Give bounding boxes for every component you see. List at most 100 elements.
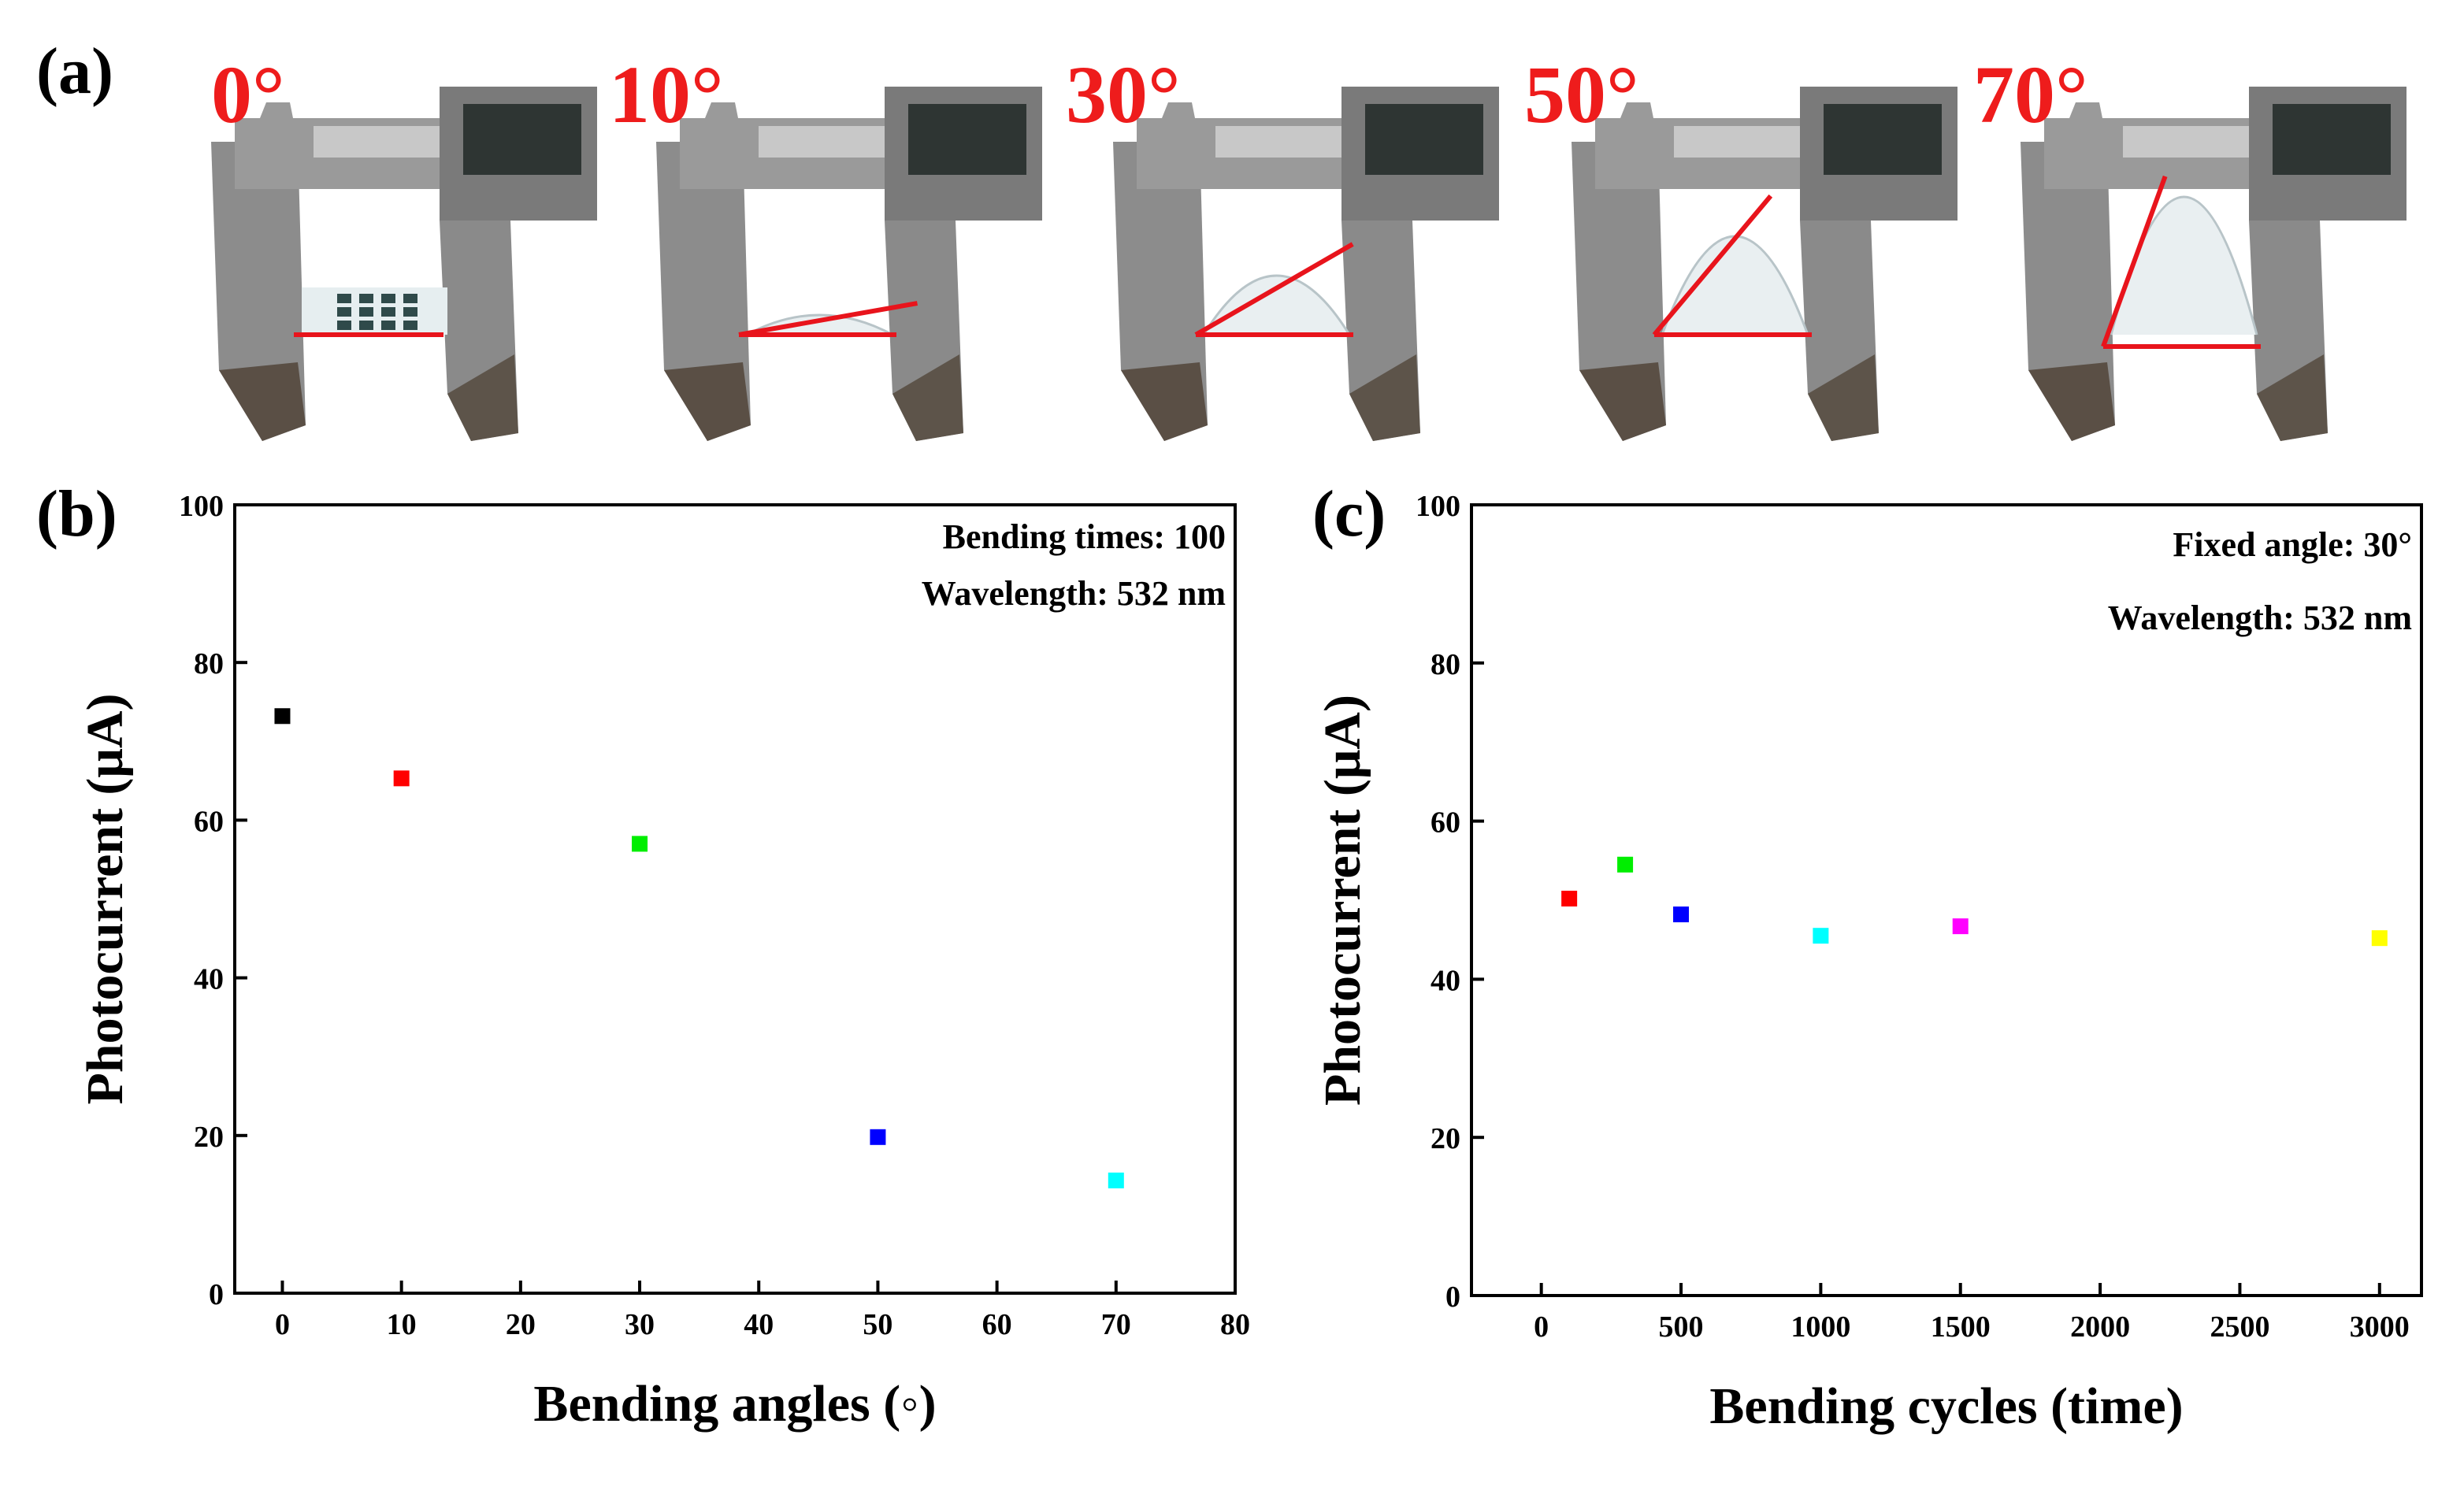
x-tick-label: 60 [982,1308,1012,1341]
angle-line [1652,194,1773,336]
data-point [1108,1172,1124,1188]
y-tick-label: 80 [1431,648,1460,681]
panel-a-label: (a) [36,35,113,108]
x-tick-label: 500 [1659,1310,1704,1344]
caliper-left-tip [1579,362,1666,441]
angle-label: 10° [609,50,724,140]
caliper-right-tip [1808,354,1879,441]
data-point [1673,906,1690,923]
x-tick-label: 40 [744,1308,774,1341]
annotation: Wavelength: 532 nm [2108,599,2412,637]
data-point [393,770,410,787]
y-axis-title: Photocurrent (μA) [76,694,134,1105]
y-axis-title: Photocurrent (μA) [1314,695,1371,1106]
caliper-photo-0: 0° [211,50,597,441]
caliper-photo-70: 70° [1973,50,2406,441]
angle-line [1194,242,1354,337]
x-tick-label: 0 [1534,1310,1549,1344]
data-point [1617,856,1634,873]
y-tick-label: 60 [1431,806,1460,840]
caliper-left-tip [2028,362,2115,441]
panel-label: (c) [1312,477,1386,551]
caliper-right-tip [2257,354,2328,441]
x-tick-label: 1500 [1931,1310,1991,1344]
flexible-film [1202,274,1351,336]
annotation: Wavelength: 532 nm [922,574,1226,613]
flexible-film [746,313,893,336]
angle-label: 0° [211,50,285,140]
y-tick-label: 0 [1445,1281,1460,1314]
caliper-right-tip [447,354,518,441]
plot-frame [1470,503,2423,1297]
flexible-film [1661,235,1809,336]
device-cell [381,294,395,303]
data-point [870,1129,886,1145]
caliper-upper-jaw [696,102,743,142]
caliper-left-tip [219,362,306,441]
caliper-lcd [2273,104,2391,175]
device-cell [359,294,373,303]
angle-label: 50° [1524,50,1639,140]
y-tick-label: 20 [194,1121,224,1154]
device-cell [381,321,395,330]
device-cell [403,294,417,303]
y-tick-label: 100 [1416,490,1460,523]
panel-label: (b) [36,477,117,551]
annotation: Bending times: 100 [943,517,1226,556]
caliper-upper-jaw [1611,102,1658,142]
angle-label: 30° [1066,50,1181,140]
device-cell [337,307,351,317]
caliper-upper-jaw [250,102,298,142]
caliper-photo-10: 10° [609,50,1042,441]
device-cell [359,307,373,317]
caliper-upper-jaw [1152,102,1200,142]
chart-bending-angles: (b) 0 20 40 60 80 100 0 10 20 30 40 50 60 70 80 Bending … [36,477,1250,1433]
device-cell [359,321,373,330]
annotation: Fixed angle: 30° [2173,525,2412,564]
caliper-lcd [1824,104,1942,175]
caliper-lcd [463,104,581,175]
data-point [274,708,291,725]
x-tick-label: 20 [506,1308,536,1341]
y-tick-label: 40 [1431,964,1460,997]
caliper-photo-30: 30° [1066,50,1499,441]
device-cell [337,321,351,330]
data-point [1952,918,1969,935]
x-tick-label: 0 [275,1308,290,1341]
angle-line [738,301,918,337]
x-tick-label: 30 [625,1308,655,1341]
x-tick-label: 2500 [2210,1310,2269,1344]
data-point [1561,890,1578,906]
caliper-left-tip [664,362,751,441]
device-cell [337,294,351,303]
photo-strip: 0° 10° 30° 50° 70° [211,50,2406,441]
caliper-lcd [908,104,1026,175]
angle-label: 70° [1973,50,2088,140]
x-tick-label: 80 [1220,1308,1250,1341]
x-axis-title: Bending angles (◦) [533,1375,936,1433]
data-point [2371,930,2388,947]
plot-frame [233,503,1237,1295]
angle-line [2101,175,2168,348]
x-tick-label: 1000 [1790,1310,1850,1344]
device-cell [403,307,417,317]
x-tick-label: 2000 [2070,1310,2130,1344]
caliper-photo-50: 50° [1524,50,1957,441]
caliper-right-tip [892,354,963,441]
y-tick-label: 60 [194,805,224,838]
x-tick-label: 10 [387,1308,417,1341]
flexible-film [302,287,447,335]
device-cell [403,321,417,330]
y-tick-label: 0 [209,1278,224,1311]
x-tick-label: 70 [1101,1308,1131,1341]
y-tick-label: 100 [179,490,224,523]
x-tick-label: 3000 [2350,1310,2410,1344]
data-point [632,836,648,852]
device-cell [381,307,395,317]
x-tick-label: 50 [863,1308,892,1341]
x-axis-title: Bending cycles (time) [1709,1377,2183,1435]
caliper-lcd [1365,104,1483,175]
y-tick-label: 80 [194,647,224,680]
